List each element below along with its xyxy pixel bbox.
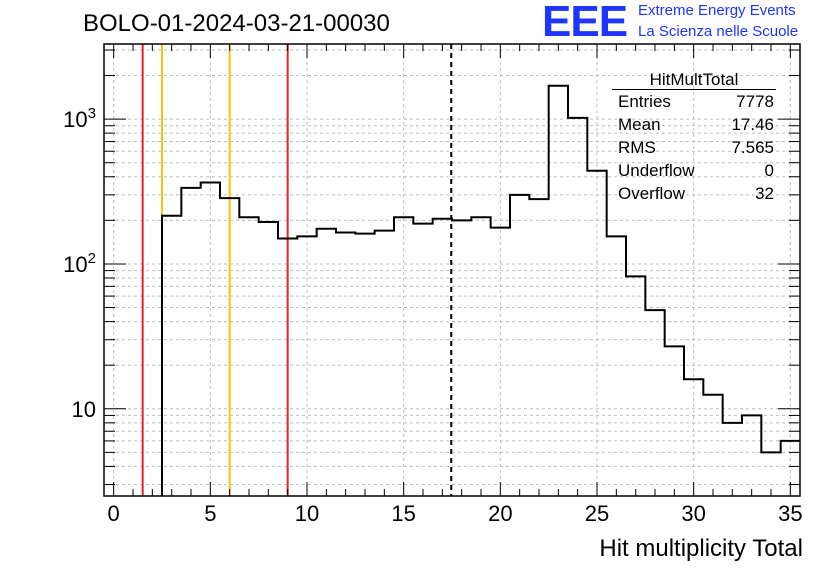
stats-row-entries: Entries 7778 [612, 90, 776, 113]
stats-row-underflow: Underflow 0 [612, 159, 776, 182]
stats-row-overflow: Overflow 32 [612, 182, 776, 205]
stats-label: RMS [618, 138, 656, 157]
y-tick-label: 102 [63, 250, 96, 277]
stats-label: Mean [618, 115, 661, 134]
stats-row-mean: Mean 17.46 [612, 113, 776, 136]
eee-logo: EEE [542, 0, 628, 46]
x-tick-label: 25 [585, 501, 609, 526]
stats-title: HitMultTotal [612, 70, 776, 90]
y-axis-ticks: 10 102 103 [63, 49, 800, 486]
x-tick-label: 20 [488, 501, 512, 526]
stats-value: 32 [755, 184, 774, 203]
x-axis-title: Hit multiplicity Total [599, 535, 803, 562]
stats-box: HitMultTotal Entries 7778 Mean 17.46 RMS… [612, 70, 776, 205]
stats-value: 7778 [736, 92, 774, 111]
logo-line-2: La Scienza nelle Scuole [638, 23, 799, 40]
x-tick-label: 15 [391, 501, 415, 526]
stats-label: Entries [618, 92, 671, 111]
stats-value: 17.46 [731, 115, 774, 134]
logo-line-1: Extreme Energy Events [638, 2, 796, 19]
reference-lines [141, 44, 453, 496]
plot-frame [103, 43, 801, 497]
x-tick-label: 30 [681, 501, 705, 526]
histogram-bins [161, 84, 800, 496]
y-tick-label: 10 [72, 397, 96, 422]
x-tick-label: 0 [108, 501, 120, 526]
stats-label: Underflow [618, 161, 695, 180]
x-tick-label: 35 [778, 501, 802, 526]
x-axis-ticks: 0 5 10 15 20 25 30 35 [108, 44, 803, 526]
stats-value: 7.565 [731, 138, 774, 157]
histogram-outline [161, 84, 800, 496]
chart-title: BOLO-01-2024-03-21-00030 [83, 10, 390, 37]
stats-label: Overflow [618, 184, 686, 203]
x-tick-label: 5 [204, 501, 216, 526]
x-tick-label: 10 [295, 501, 319, 526]
stats-row-rms: RMS 7.565 [612, 136, 776, 159]
y-tick-label: 103 [63, 105, 96, 132]
stats-value: 0 [764, 161, 774, 180]
